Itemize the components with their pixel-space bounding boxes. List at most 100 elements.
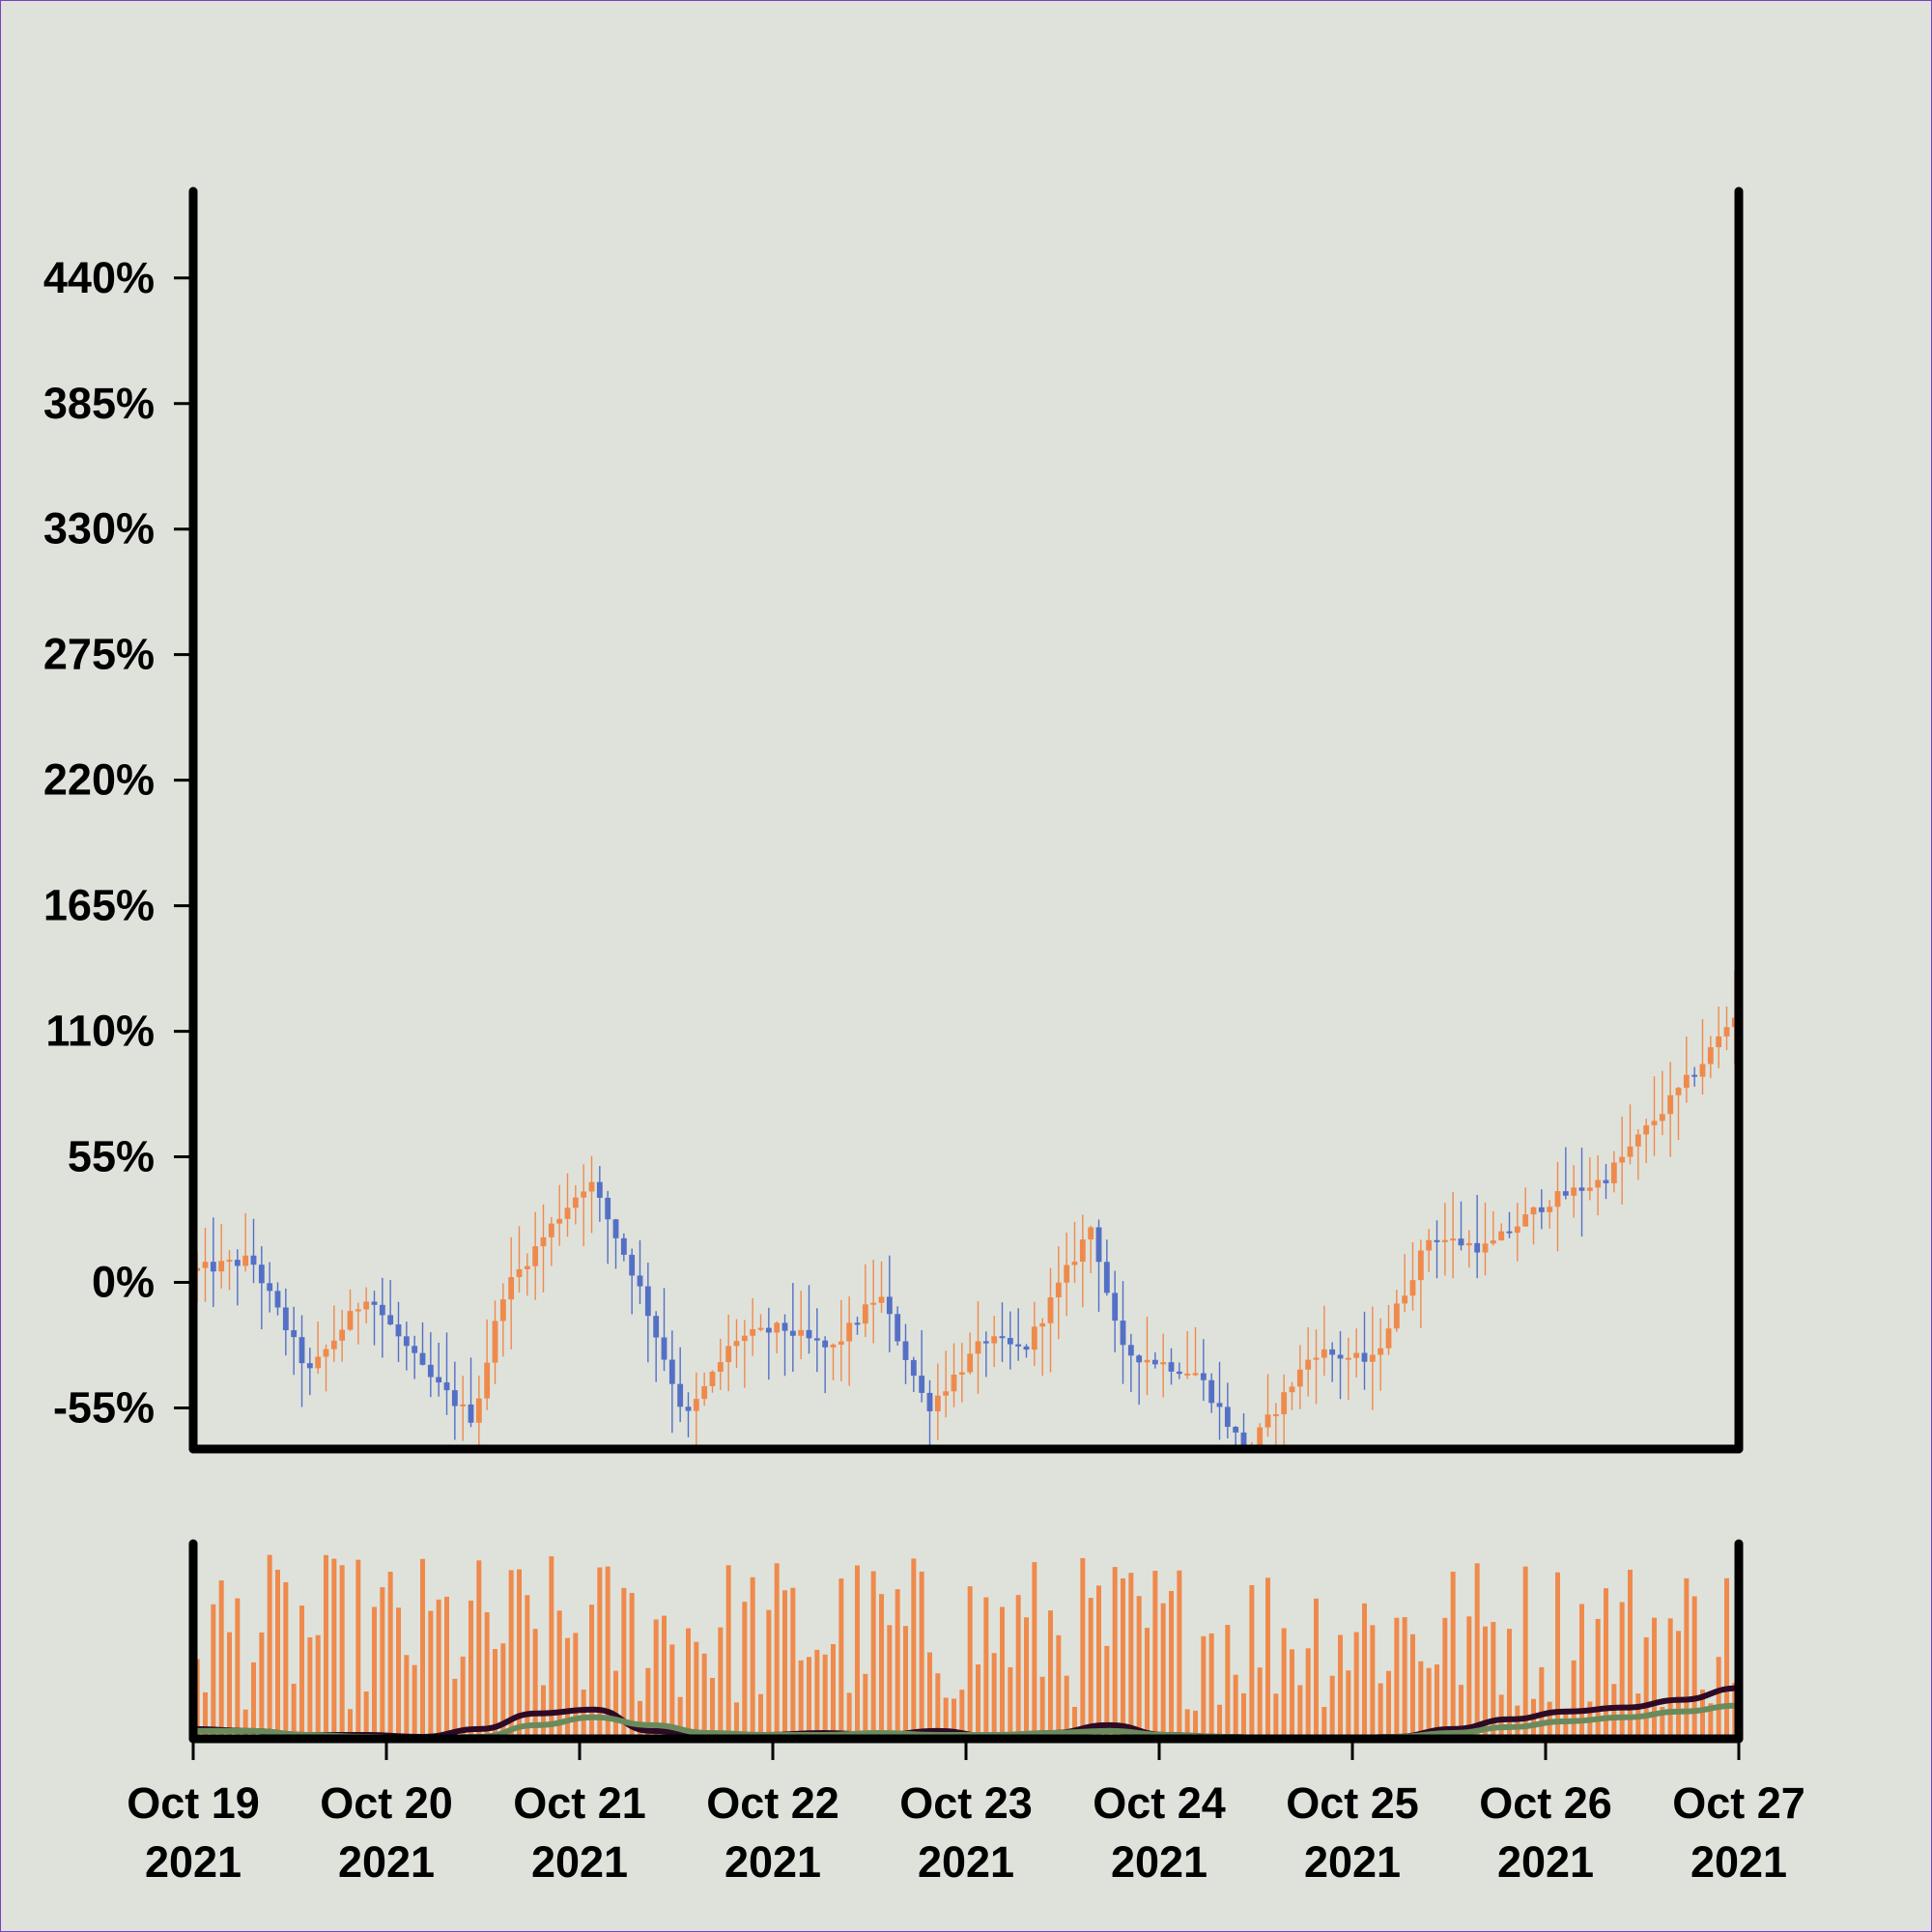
volume-bar [1539, 1666, 1545, 1739]
volume-bar [203, 1691, 208, 1739]
candle-body [1353, 1352, 1360, 1358]
volume-bar [734, 1702, 739, 1739]
candle-body [1434, 1239, 1440, 1242]
candle-body [1538, 1207, 1545, 1212]
candle-body [1723, 1027, 1730, 1037]
volume-bar [911, 1558, 917, 1739]
volume-bar [879, 1594, 884, 1739]
candle-body [1547, 1207, 1553, 1212]
candle-body [1417, 1250, 1424, 1281]
volume-bar [1314, 1598, 1319, 1739]
volume-bar [1233, 1674, 1238, 1739]
candle-body [1208, 1379, 1215, 1404]
candle-body [958, 1372, 965, 1375]
volume-bar [500, 1643, 506, 1739]
volume-bar [1184, 1709, 1190, 1739]
volume-bar [1169, 1590, 1174, 1739]
volume-bar [1024, 1617, 1029, 1739]
candle-body [306, 1363, 313, 1369]
volume-bar [1217, 1704, 1222, 1739]
volume-bar [1096, 1585, 1101, 1739]
candle-body [991, 1336, 998, 1344]
y-tick-label: 110% [45, 1007, 155, 1056]
volume-bar [1241, 1692, 1246, 1739]
volume-bar [1515, 1705, 1520, 1739]
candle-body [1329, 1349, 1336, 1355]
volume-bar [605, 1566, 611, 1739]
candle-body [516, 1268, 523, 1278]
y-tick-label: 0% [92, 1258, 155, 1307]
volume-bar [404, 1655, 410, 1739]
candle-body [1055, 1282, 1062, 1298]
candle-body [685, 1406, 692, 1411]
candle-body [1184, 1373, 1191, 1376]
volume-bar [469, 1600, 473, 1739]
volume-bar [412, 1664, 417, 1739]
candle-body [1064, 1264, 1070, 1283]
candle-body [605, 1197, 611, 1220]
volume-bar [211, 1604, 216, 1739]
candle-body [1610, 1162, 1617, 1183]
candle-body [886, 1296, 893, 1315]
volume-bar [1104, 1645, 1110, 1739]
volume-bar [1201, 1635, 1207, 1739]
volume-bar [1595, 1618, 1601, 1739]
candle-body [1482, 1243, 1489, 1253]
volume-bar [565, 1637, 570, 1739]
volume-bar [1619, 1602, 1625, 1739]
volume-bar [903, 1626, 908, 1739]
volume-bar [299, 1605, 304, 1739]
candle-body [1643, 1124, 1650, 1135]
volume-bar [1145, 1628, 1150, 1739]
candle-body [701, 1385, 708, 1400]
volume-bar [613, 1670, 618, 1739]
x-tick-label-date: Oct 27 [1672, 1778, 1805, 1828]
volume-bar [725, 1565, 731, 1739]
volume-bar [1442, 1617, 1448, 1739]
candle-body [1224, 1406, 1231, 1428]
volume-bar [1152, 1571, 1158, 1739]
volume-bar [1136, 1596, 1142, 1739]
candle-body [967, 1353, 974, 1373]
candle-body [910, 1359, 917, 1377]
volume-bar [967, 1586, 973, 1739]
y-tick-label: 275% [43, 630, 155, 679]
y-tick-label: 165% [43, 881, 155, 930]
volume-bar [573, 1633, 579, 1739]
volume-bar [814, 1649, 820, 1739]
volume-bar [235, 1598, 241, 1739]
candle-body [862, 1304, 868, 1324]
volume-bar [1000, 1606, 1005, 1739]
volume-bar [556, 1610, 562, 1739]
candle-body [1619, 1156, 1626, 1163]
candle-body [371, 1301, 378, 1305]
candle-body [347, 1311, 354, 1330]
candle-body [1047, 1297, 1054, 1323]
volume-bar [1088, 1598, 1094, 1739]
volume-bar [1290, 1649, 1294, 1739]
candle-body [1490, 1240, 1496, 1244]
y-tick-label: 55% [68, 1132, 155, 1181]
candle-body [581, 1191, 587, 1198]
volume-bar [259, 1632, 265, 1739]
volume-bar [1474, 1563, 1480, 1739]
volume-bar [782, 1590, 787, 1739]
volume-bar [460, 1656, 466, 1739]
candle-body [612, 1219, 619, 1238]
volume-bar [517, 1569, 522, 1739]
x-tick-label-year: 2021 [918, 1837, 1014, 1887]
volume-bar [1491, 1622, 1496, 1739]
candle-body [943, 1391, 950, 1396]
candle-body [1015, 1344, 1022, 1347]
volume-bar [1571, 1660, 1577, 1739]
candle-body [596, 1181, 603, 1198]
volume-bar [718, 1627, 724, 1739]
candle-body [750, 1328, 756, 1336]
candle-body [315, 1356, 322, 1369]
candle-body [508, 1277, 515, 1300]
candle-body [427, 1364, 434, 1378]
volume-bar [1700, 1690, 1705, 1739]
candle-body [1530, 1207, 1537, 1215]
volume-bar [1418, 1661, 1424, 1739]
